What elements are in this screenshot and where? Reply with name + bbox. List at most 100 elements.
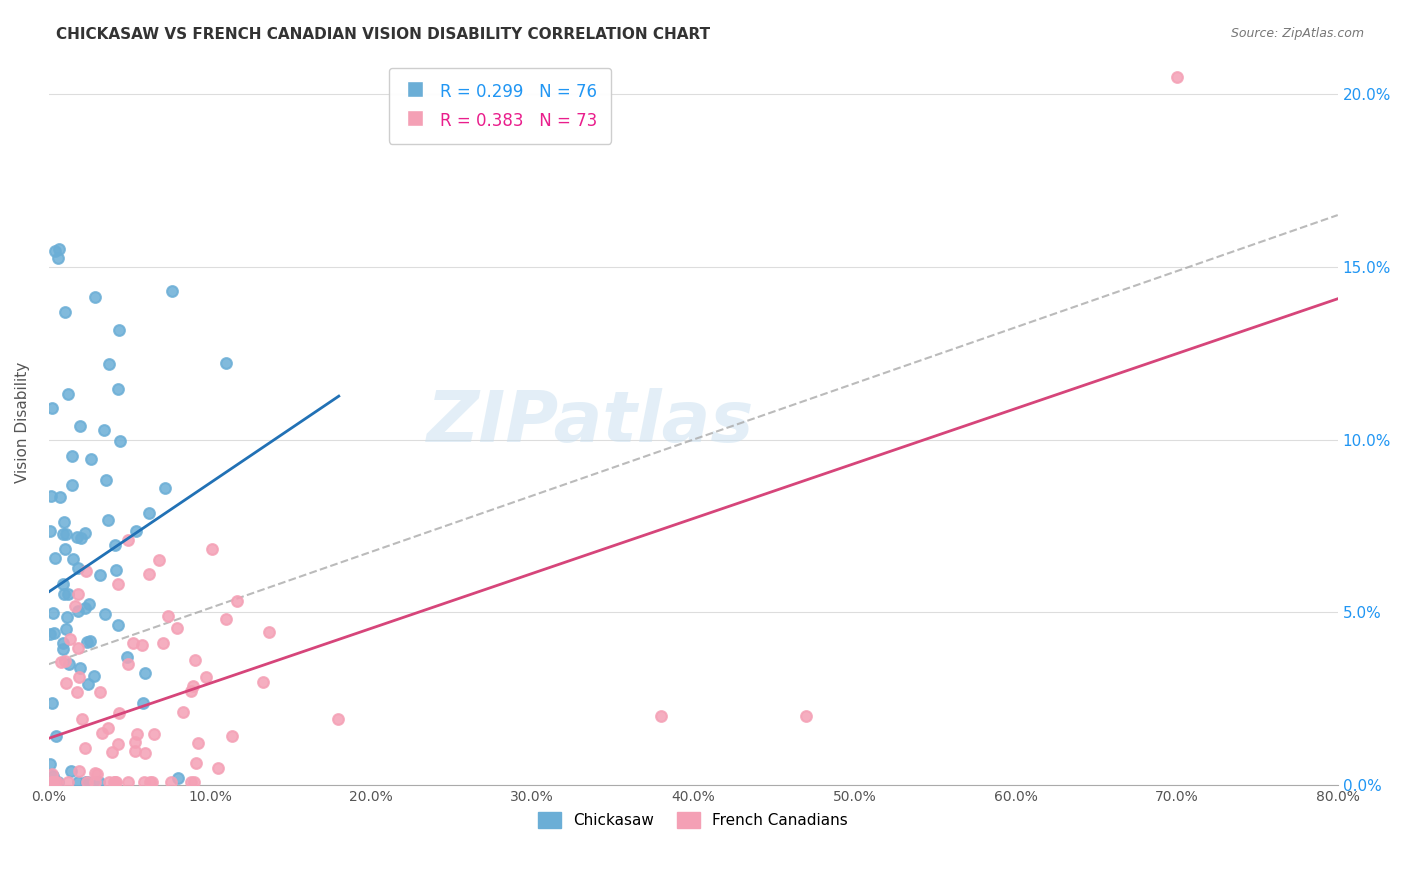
Point — [75, 601, 97, 615]
Point — [46, 774, 69, 789]
Point — [107, 617, 129, 632]
Point — [53, 305, 76, 319]
Point — [42, 626, 65, 640]
Point — [183, 774, 205, 789]
Point — [650, 709, 672, 723]
Point — [39, 490, 62, 504]
Point — [103, 774, 125, 789]
Point — [107, 382, 129, 396]
Point — [131, 696, 153, 710]
Point — [132, 774, 155, 789]
Point — [148, 552, 170, 566]
Point — [46, 774, 69, 789]
Point — [105, 774, 128, 789]
Point — [83, 765, 105, 780]
Point — [86, 767, 108, 781]
Point — [44, 551, 66, 566]
Point — [80, 452, 103, 467]
Point — [107, 577, 129, 591]
Point — [257, 624, 280, 639]
Point — [67, 774, 90, 789]
Point — [45, 729, 67, 743]
Point — [75, 564, 97, 578]
Point — [41, 606, 63, 620]
Point — [39, 524, 62, 538]
Point — [108, 323, 131, 337]
Point — [117, 774, 139, 789]
Point — [56, 587, 79, 601]
Point — [326, 712, 349, 726]
Point — [49, 490, 72, 504]
Point — [77, 597, 100, 611]
Point — [124, 524, 146, 538]
Point — [69, 764, 91, 778]
Point — [52, 526, 75, 541]
Point — [141, 774, 163, 789]
Point — [79, 633, 101, 648]
Point — [77, 676, 100, 690]
Point — [138, 567, 160, 582]
Point — [252, 675, 274, 690]
Point — [89, 774, 111, 789]
Y-axis label: Vision Disability: Vision Disability — [15, 362, 30, 483]
Point — [73, 526, 96, 541]
Point — [44, 244, 66, 258]
Point — [65, 530, 87, 544]
Point — [186, 756, 208, 771]
Point — [60, 450, 83, 464]
Point — [97, 513, 120, 527]
Point — [60, 477, 83, 491]
Point — [89, 568, 111, 582]
Point — [108, 434, 131, 449]
Point — [55, 609, 77, 624]
Point — [58, 387, 80, 401]
Point — [117, 657, 139, 671]
Point — [41, 401, 63, 416]
Point — [66, 604, 89, 618]
Point — [69, 418, 91, 433]
Point — [66, 685, 89, 699]
Point — [207, 760, 229, 774]
Point — [48, 242, 70, 256]
Text: CHICKASAW VS FRENCH CANADIAN VISION DISABILITY CORRELATION CHART: CHICKASAW VS FRENCH CANADIAN VISION DISA… — [56, 27, 710, 42]
Point — [66, 641, 89, 656]
Point — [41, 767, 63, 781]
Point — [152, 636, 174, 650]
Point — [162, 284, 184, 298]
Point — [66, 561, 89, 575]
Point — [107, 737, 129, 751]
Point — [215, 356, 238, 370]
Point — [53, 587, 76, 601]
Point — [117, 533, 139, 547]
Point — [180, 683, 202, 698]
Point — [89, 684, 111, 698]
Point — [166, 621, 188, 635]
Point — [70, 712, 93, 726]
Point — [84, 290, 107, 304]
Point — [143, 727, 166, 741]
Point — [96, 473, 118, 487]
Point — [122, 636, 145, 650]
Point — [156, 609, 179, 624]
Point — [794, 709, 817, 723]
Point — [41, 774, 63, 789]
Point — [180, 774, 202, 789]
Point — [49, 655, 72, 669]
Point — [41, 768, 63, 782]
Point — [52, 576, 75, 591]
Point — [97, 358, 120, 372]
Point — [153, 481, 176, 495]
Point — [97, 721, 120, 735]
Point — [125, 727, 148, 741]
Point — [104, 538, 127, 552]
Point — [76, 774, 98, 789]
Point — [52, 641, 75, 656]
Point — [138, 507, 160, 521]
Point — [131, 639, 153, 653]
Point — [41, 774, 63, 789]
Point — [39, 627, 62, 641]
Point — [41, 697, 63, 711]
Point — [44, 774, 66, 789]
Point — [108, 706, 131, 720]
Legend: Chickasaw, French Canadians: Chickasaw, French Canadians — [530, 805, 856, 836]
